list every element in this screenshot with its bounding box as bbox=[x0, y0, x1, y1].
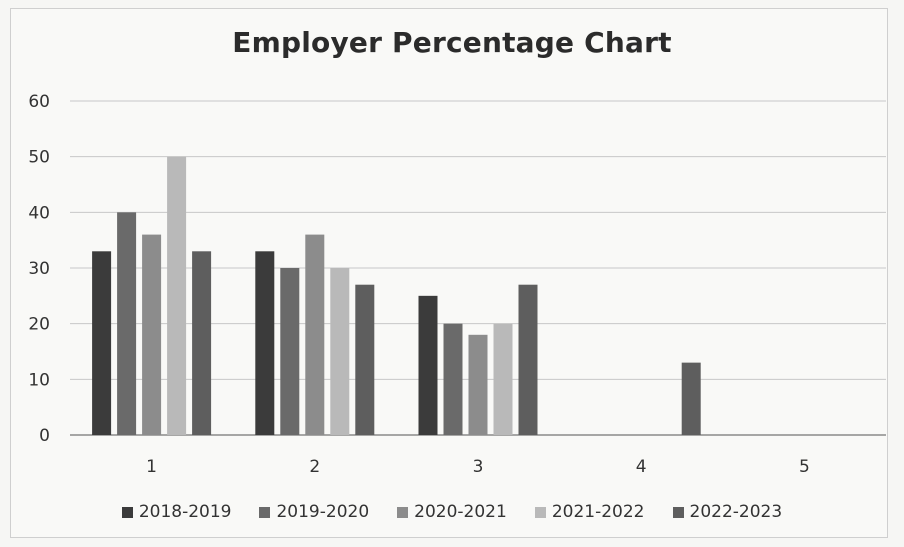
bars bbox=[92, 156, 701, 435]
legend-label: 2022-2023 bbox=[689, 502, 783, 522]
bar-2021-2022-cat-2 bbox=[330, 268, 350, 435]
y-tick-label: 30 bbox=[28, 259, 50, 279]
y-tick-label: 10 bbox=[28, 370, 50, 390]
bar-2022-2023-cat-3 bbox=[518, 284, 538, 435]
y-tick-label: 40 bbox=[28, 203, 50, 223]
x-tick-label: 1 bbox=[146, 457, 157, 477]
bar-2018-2019-cat-3 bbox=[418, 295, 438, 435]
chart-title: Employer Percentage Chart bbox=[232, 26, 672, 59]
x-tick-label: 5 bbox=[799, 457, 810, 477]
x-tick-label: 2 bbox=[309, 457, 320, 477]
legend-item: 2022-2023 bbox=[672, 502, 783, 522]
bar-2020-2021-cat-3 bbox=[468, 334, 488, 435]
legend-swatch bbox=[259, 506, 271, 518]
bar-2019-2020-cat-1 bbox=[117, 212, 137, 435]
legend-swatch bbox=[672, 506, 684, 518]
legend-swatch bbox=[121, 506, 133, 518]
legend-label: 2018-2019 bbox=[138, 502, 232, 522]
legend: 2018-2019 2019-2020 2020-2021 2021-2022 2022… bbox=[0, 502, 904, 522]
x-tick-label: 4 bbox=[636, 457, 647, 477]
y-tick-label: 0 bbox=[39, 426, 50, 446]
legend-item: 2020-2021 bbox=[397, 502, 507, 522]
y-tick-label: 60 bbox=[28, 92, 50, 112]
legend-label: 2020-2021 bbox=[414, 502, 507, 522]
bar-2022-2023-cat-1 bbox=[192, 251, 212, 435]
legend-swatch bbox=[397, 506, 409, 518]
legend-label: 2019-2020 bbox=[276, 502, 370, 522]
bar-2020-2021-cat-1 bbox=[142, 234, 162, 435]
bar-2019-2020-cat-2 bbox=[280, 268, 300, 435]
bar-2022-2023-cat-2 bbox=[355, 284, 375, 435]
bar-2022-2023-cat-4 bbox=[681, 362, 701, 435]
bar-2018-2019-cat-1 bbox=[92, 251, 112, 435]
legend-item: 2018-2019 bbox=[121, 502, 232, 522]
bar-2021-2022-cat-3 bbox=[493, 323, 513, 435]
legend-label: 2021-2022 bbox=[551, 502, 645, 522]
legend-item: 2019-2020 bbox=[259, 502, 369, 522]
bar-2021-2022-cat-1 bbox=[167, 156, 187, 435]
x-axis-tick-labels: 1 2 3 4 5 bbox=[146, 457, 810, 477]
bar-2020-2021-cat-2 bbox=[305, 234, 325, 435]
bar-2018-2019-cat-2 bbox=[255, 251, 275, 435]
legend-swatch bbox=[534, 506, 546, 518]
legend-item: 2021-2022 bbox=[534, 502, 645, 522]
bar-2019-2020-cat-3 bbox=[443, 323, 463, 435]
x-tick-label: 3 bbox=[473, 457, 484, 477]
y-tick-label: 20 bbox=[28, 315, 50, 335]
y-tick-label: 50 bbox=[28, 148, 50, 168]
y-axis-tick-labels: 0 10 20 30 40 50 60 bbox=[28, 92, 50, 446]
